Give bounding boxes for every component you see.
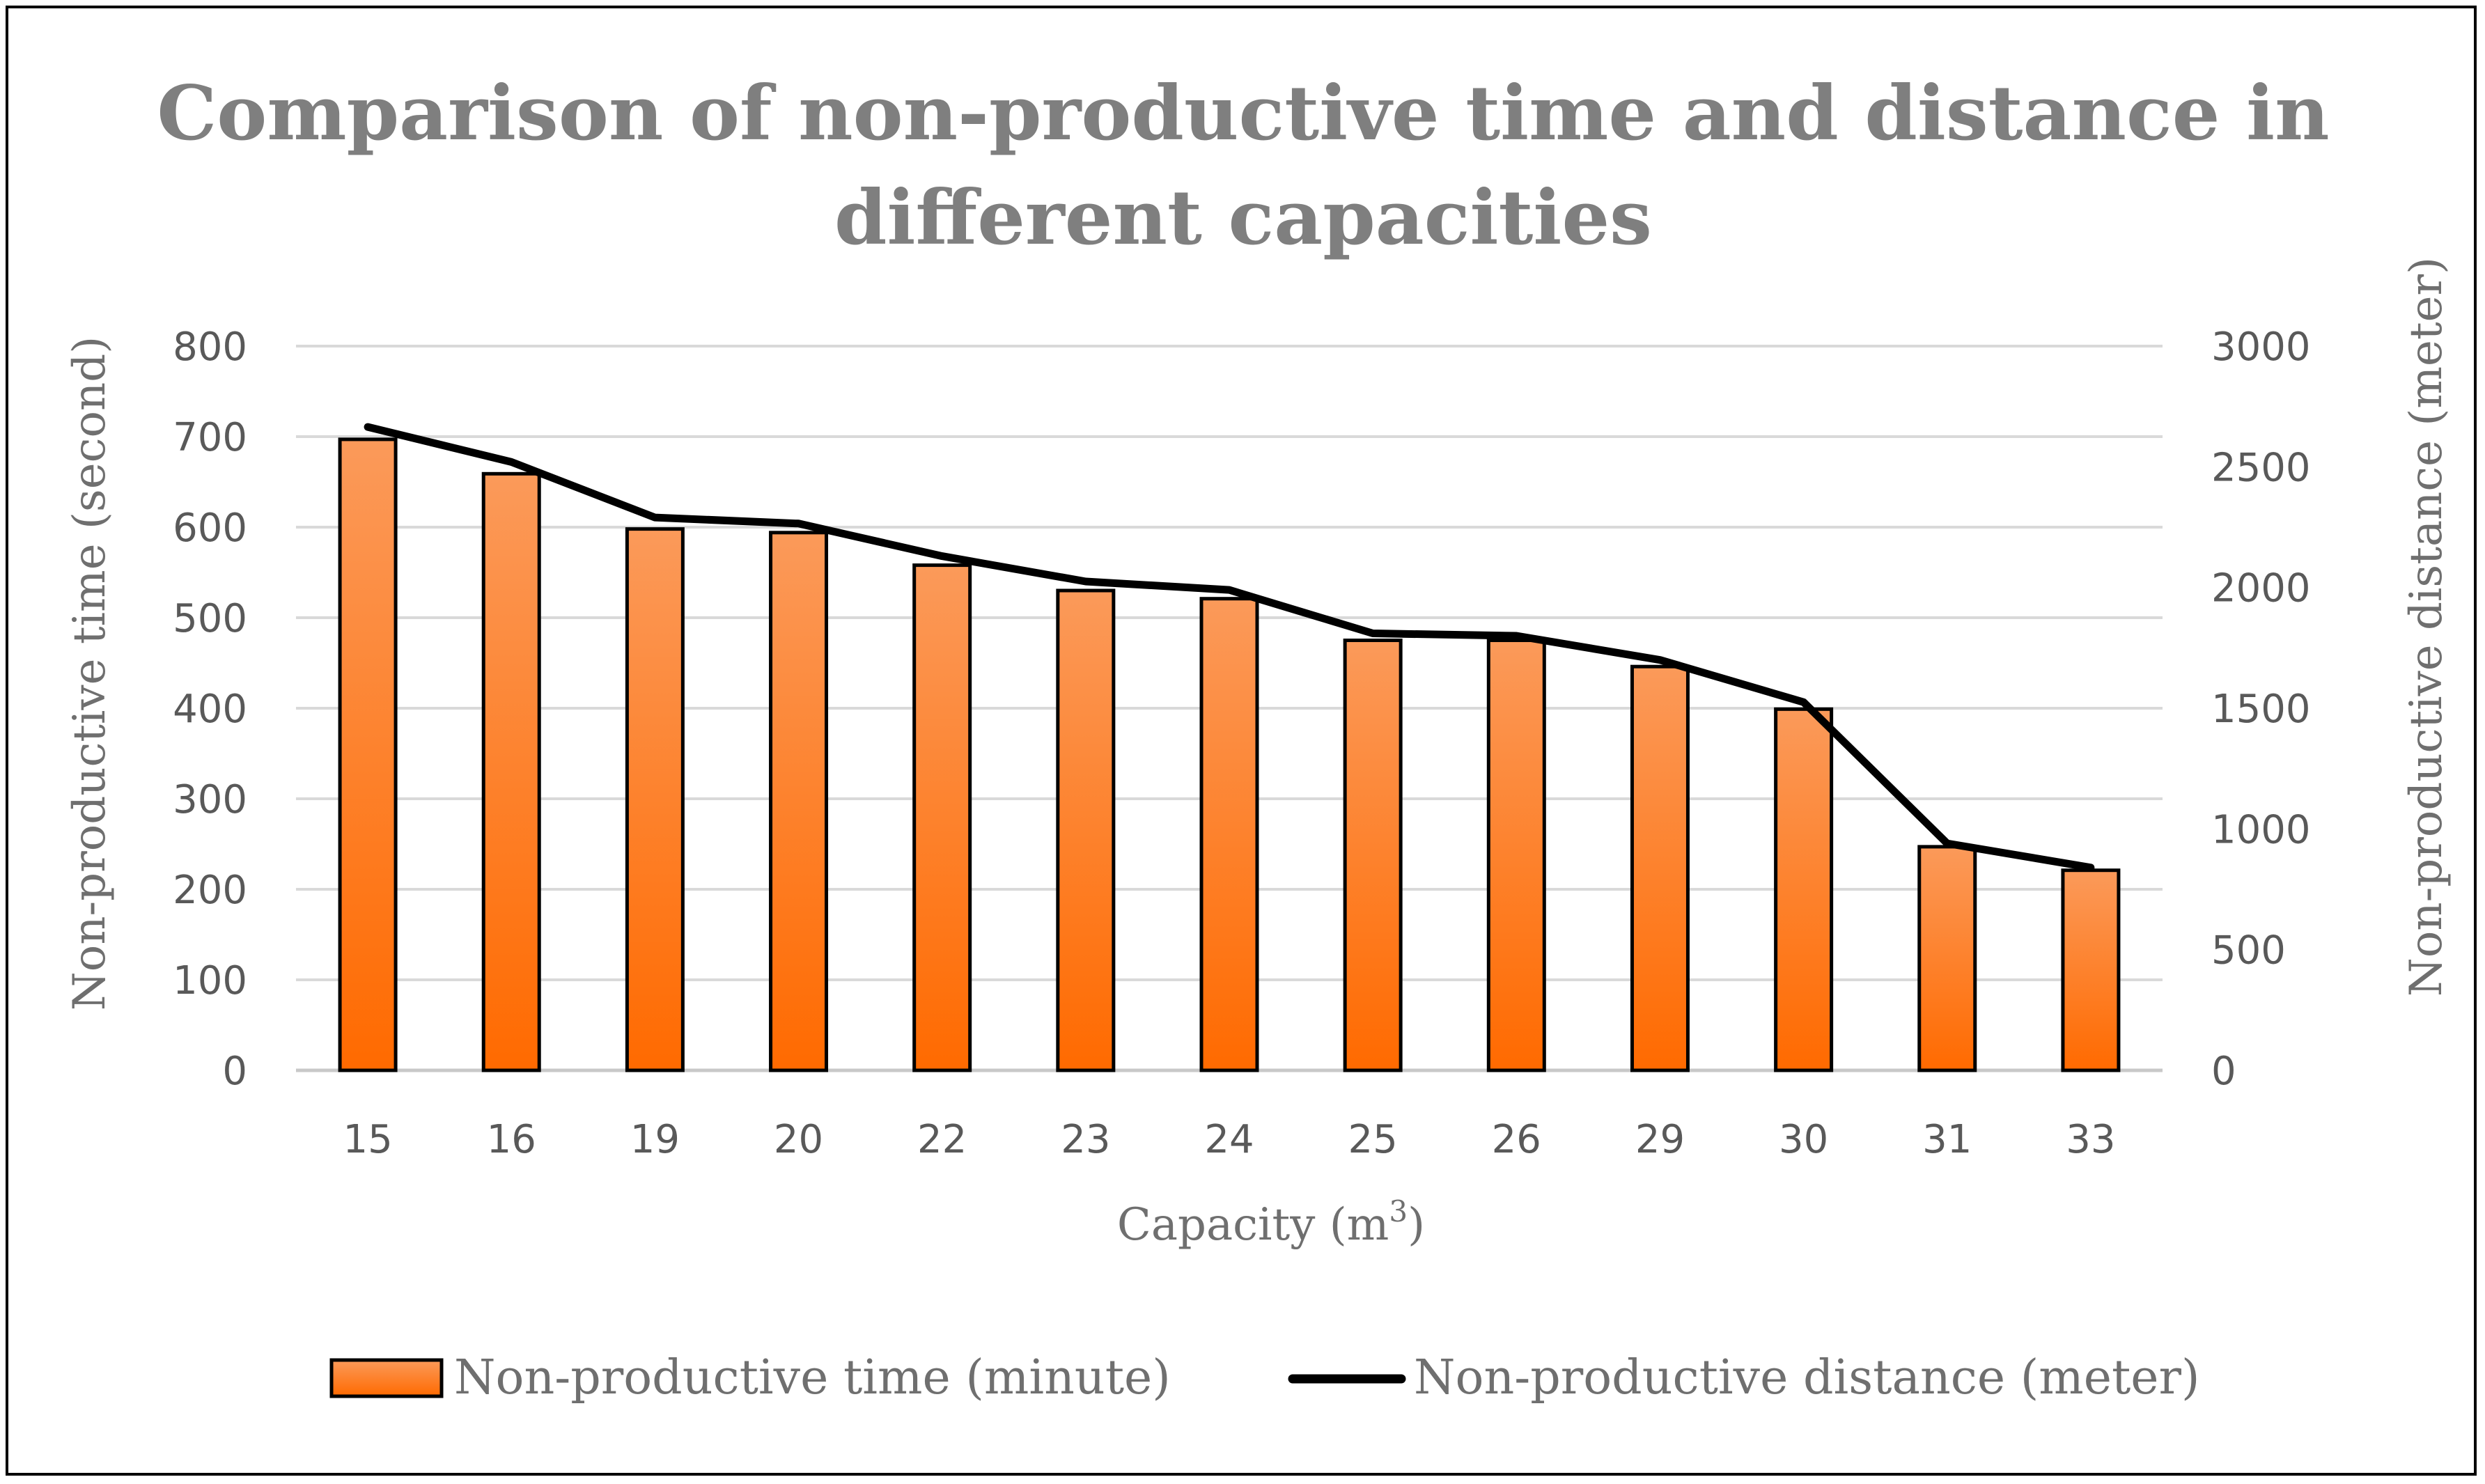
x-axis-ticks: 15 16 19 20 22 23 24 25 26 29 30 31 33 (343, 1117, 2115, 1162)
right-axis-ticks: 0 500 1000 1500 2000 2500 3000 (2211, 325, 2311, 1094)
line-point (1513, 632, 1520, 639)
legend-label-time: Non-productive time (minute) (454, 1350, 1171, 1405)
bar (2061, 868, 2121, 1072)
x-tick-label: 20 (774, 1117, 823, 1162)
bar (1486, 639, 1546, 1072)
bar-series (338, 437, 2121, 1072)
x-tick-label: 15 (343, 1117, 392, 1162)
line-point (1226, 586, 1233, 594)
bar (1917, 845, 1977, 1072)
right-tick-label: 0 (2211, 1049, 2236, 1094)
left-tick-label: 700 (173, 415, 247, 460)
y-axis-left-title: Non-productive time (second) (64, 336, 116, 1010)
x-tick-label: 30 (1779, 1117, 1828, 1162)
line-point (2087, 864, 2094, 871)
left-tick-label: 0 (222, 1049, 247, 1094)
x-axis-title-sup: 3 (1389, 1194, 1408, 1228)
chart-title-line-2: different capacities (834, 174, 1652, 262)
left-tick-label: 400 (173, 687, 247, 732)
line-point (1369, 630, 1377, 637)
x-tick-label: 31 (1922, 1117, 1972, 1162)
x-tick-label: 26 (1492, 1117, 1541, 1162)
right-tick-label: 1000 (2211, 807, 2311, 852)
line-point (1082, 578, 1089, 585)
bar (338, 437, 398, 1072)
bar (625, 527, 685, 1072)
bar (1056, 588, 1116, 1072)
line-point (1800, 698, 1807, 706)
legend-label-distance: Non-productive distance (meter) (1414, 1350, 2200, 1405)
x-tick-label: 29 (1635, 1117, 1685, 1162)
x-tick-label: 24 (1204, 1117, 1254, 1162)
x-tick-label: 22 (917, 1117, 967, 1162)
right-tick-label: 2500 (2211, 445, 2311, 490)
line-point (508, 458, 515, 466)
x-axis-title: Capacity (m3) (1117, 1194, 1425, 1251)
bar (1199, 597, 1259, 1072)
line-point (651, 514, 659, 522)
x-tick-label: 16 (487, 1117, 536, 1162)
x-tick-label: 19 (630, 1117, 680, 1162)
left-axis-ticks: 0 100 200 300 400 500 600 700 800 (173, 325, 247, 1094)
left-tick-label: 600 (173, 506, 247, 551)
y-axis-right-title: Non-productive distance (meter) (2401, 257, 2452, 997)
line-series (364, 423, 2095, 872)
chart-title-line-1: Comparison of non-productive time and di… (157, 70, 2329, 157)
legend: Non-productive time (minute) Non-product… (329, 1350, 2200, 1405)
left-tick-label: 500 (173, 596, 247, 641)
x-tick-label: 23 (1061, 1117, 1110, 1162)
line-point (364, 423, 372, 431)
x-axis-title-main: Capacity (m (1117, 1199, 1389, 1251)
x-tick-label: 33 (2066, 1117, 2115, 1162)
bar (481, 471, 541, 1072)
bar (1774, 707, 1834, 1072)
right-tick-label: 500 (2211, 928, 2286, 974)
right-tick-label: 1500 (2211, 687, 2311, 732)
line-point (938, 552, 946, 560)
bar (769, 531, 829, 1072)
bar (1630, 664, 1690, 1072)
legend-swatch-bar (329, 1358, 444, 1398)
left-tick-label: 300 (173, 777, 247, 822)
left-tick-label: 100 (173, 958, 247, 1003)
x-tick-label: 25 (1348, 1117, 1398, 1162)
right-tick-label: 2000 (2211, 566, 2311, 611)
right-tick-label: 3000 (2211, 325, 2311, 370)
line-point (1656, 656, 1664, 664)
bar (1343, 639, 1403, 1072)
x-axis-title-end: ) (1408, 1199, 1425, 1251)
left-tick-label: 200 (173, 868, 247, 913)
line-point (795, 520, 802, 527)
left-tick-label: 800 (173, 325, 247, 370)
line-point (1943, 840, 1951, 848)
bar (912, 563, 972, 1072)
